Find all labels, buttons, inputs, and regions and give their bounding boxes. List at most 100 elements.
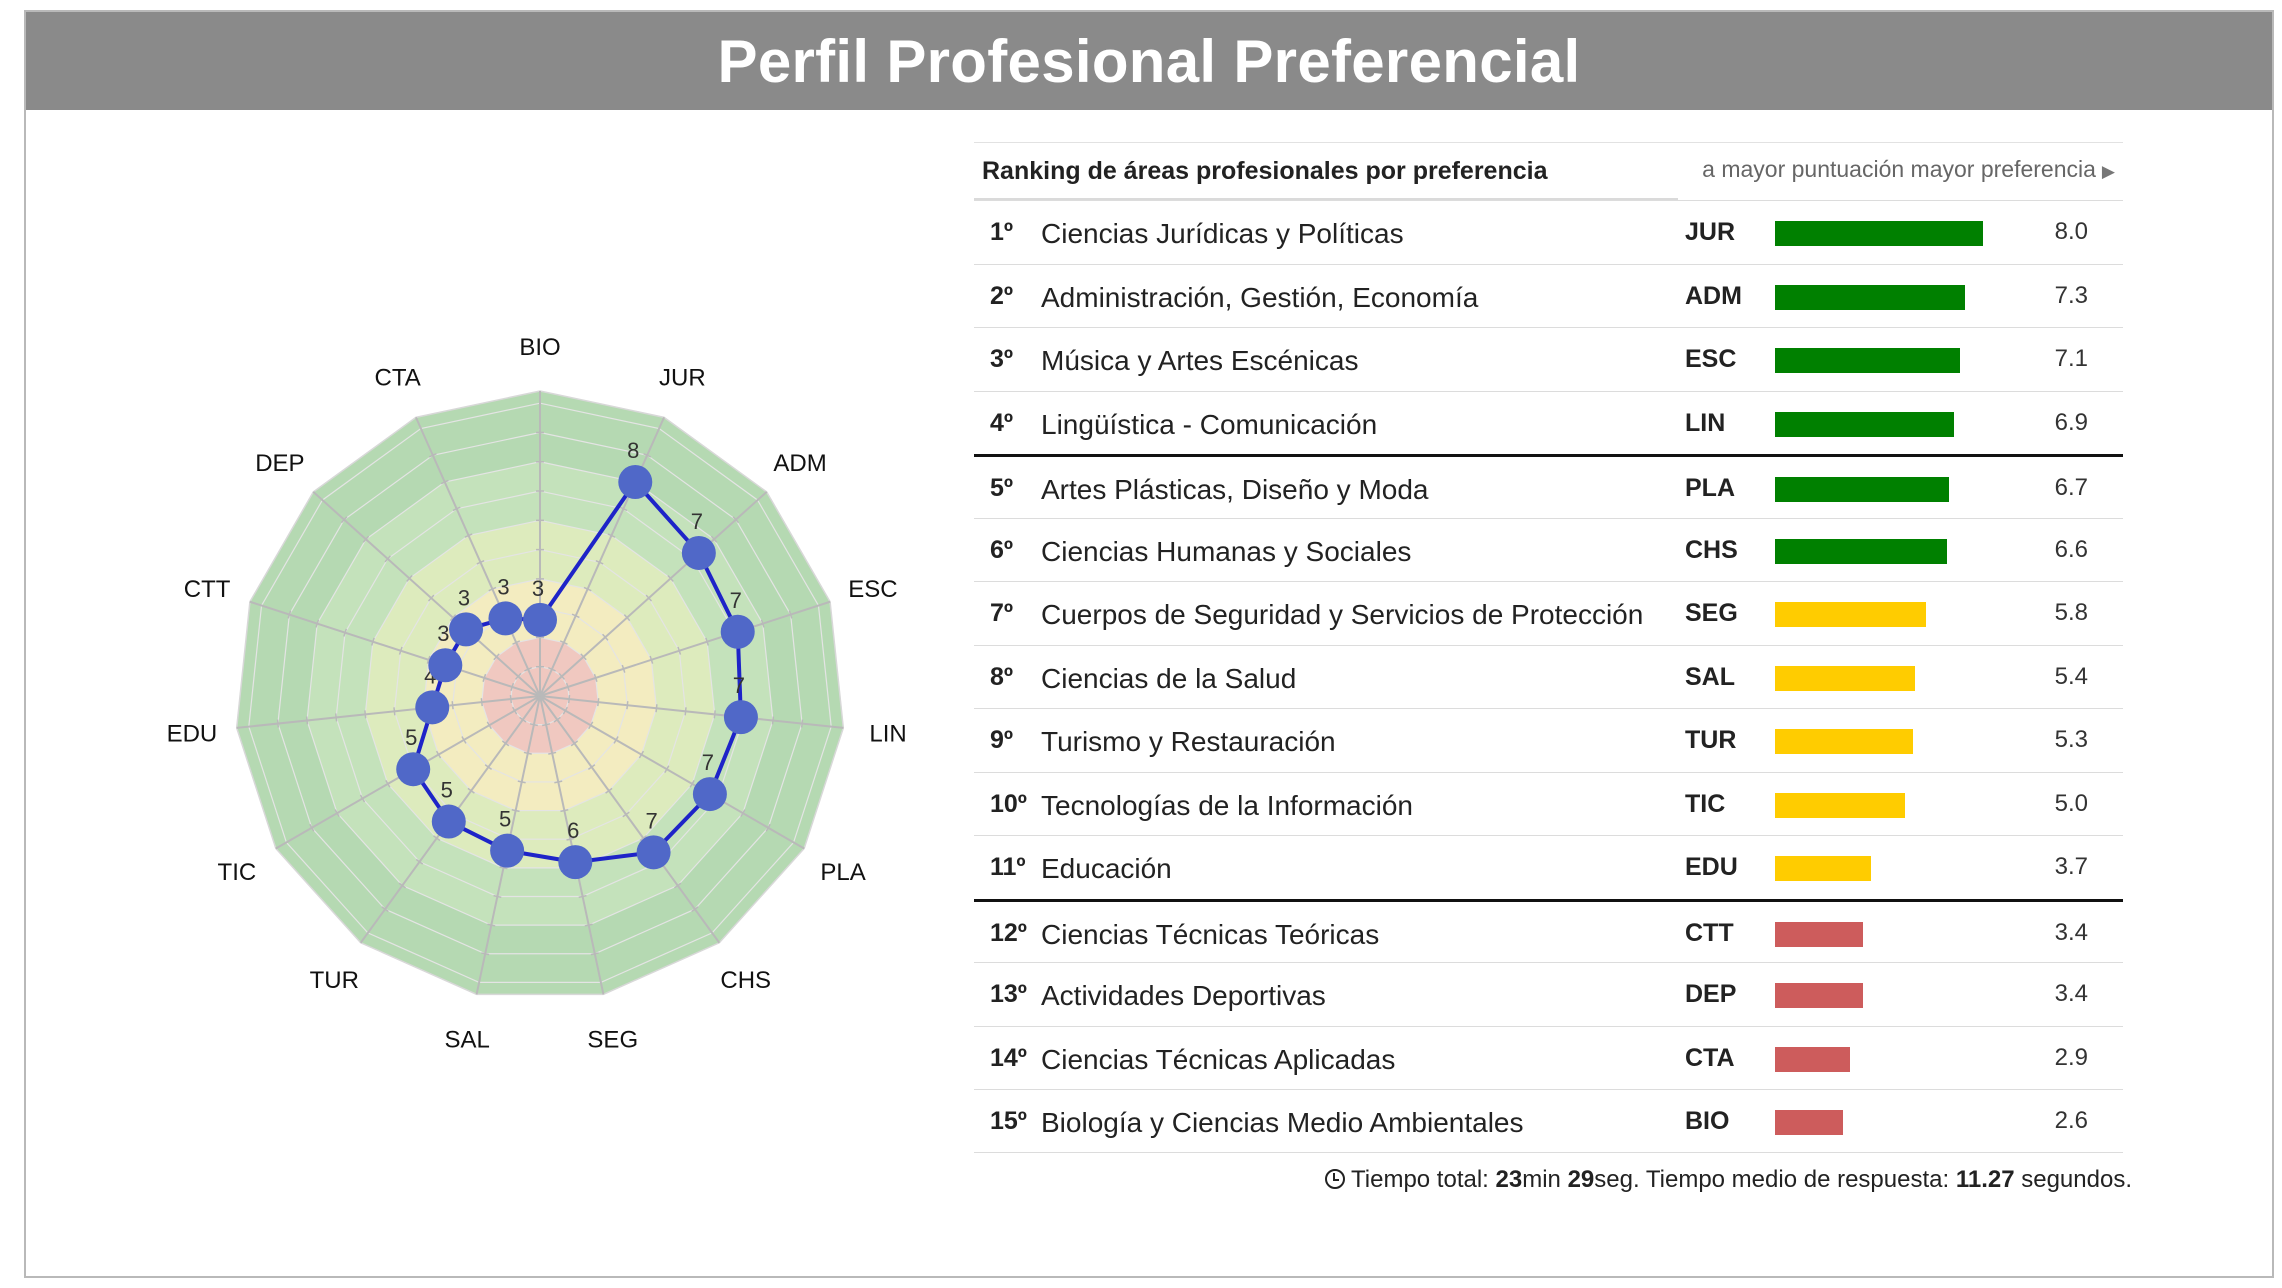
- radar-tick: [343, 628, 348, 637]
- radar-point: [636, 835, 671, 870]
- area-code: CTA: [1685, 1043, 1735, 1072]
- radar-tick: [705, 637, 710, 646]
- clock-icon: [1325, 1169, 1345, 1189]
- triangle-right-icon: ▶: [2101, 162, 2115, 181]
- ranking-table: Ranking de áreas profesionales por prefe…: [974, 142, 2123, 1153]
- ranking-row: 12º Ciencias Técnicas Teóricas CTT 3.4: [974, 898, 2123, 963]
- radar-point-label: 7: [733, 673, 745, 698]
- radar-axis-label: PLA: [820, 859, 865, 886]
- radar-tick: [484, 764, 493, 771]
- radar-point-label: 7: [645, 808, 657, 833]
- area-name: Ciencias Técnicas Teóricas: [1041, 918, 1380, 950]
- score-bar: [1775, 792, 1905, 818]
- radar-spoke: [236, 695, 541, 729]
- ranking-row: 15º Biología y Ciencias Medio Ambientales…: [974, 1089, 2123, 1153]
- radar-tick: [426, 655, 431, 664]
- score-bar: [1775, 348, 1960, 373]
- area-code: JUR: [1685, 218, 1736, 246]
- radar-tick: [655, 704, 658, 713]
- rank-position: 9º: [990, 726, 1014, 754]
- radar-spoke: [249, 600, 541, 697]
- radar-tick: [578, 894, 587, 899]
- radar-tick: [398, 882, 406, 889]
- radar-tick: [605, 787, 613, 794]
- radar-tick: [760, 619, 765, 628]
- rank-position: 11º: [990, 853, 1026, 881]
- radar-tick: [435, 750, 442, 759]
- radar-tick: [512, 640, 521, 645]
- radar-axis-label: DEP: [255, 450, 304, 477]
- radar-point: [692, 777, 727, 812]
- radar-grid-ring: [481, 636, 599, 754]
- ranking-row: 8º Ciencias de la Salud SAL 5.4: [974, 644, 2123, 709]
- radar-grid-ring: [422, 578, 658, 812]
- area-name: Tecnologías de la Información: [1041, 789, 1413, 821]
- radar-tick: [553, 716, 561, 723]
- radar-tick: [664, 765, 670, 774]
- area-code: DEP: [1685, 980, 1737, 1008]
- radar-tick: [565, 682, 570, 691]
- radar-tick: [626, 701, 629, 710]
- radar-tick: [570, 740, 579, 747]
- radar-spoke: [539, 695, 605, 995]
- area-name: Música y Artes Escénicas: [1041, 345, 1359, 376]
- area-name: Administración, Gestión, Economía: [1041, 281, 1479, 313]
- rank-position: 4º: [990, 408, 1014, 437]
- ranking-row: 13º Actividades Deportivas DEP 3.4: [974, 962, 2123, 1026]
- radar-tick: [406, 574, 413, 582]
- area-code: EDU: [1685, 853, 1738, 881]
- ranking-row: 2º Administración, Gestión, Economía ADM 7.…: [974, 263, 2123, 328]
- area-score: 2.6: [2054, 1107, 2088, 1134]
- radar-point: [431, 804, 466, 839]
- radar-tick: [427, 594, 435, 602]
- score-bar: [1775, 602, 1926, 627]
- radar-tick: [523, 751, 532, 755]
- radar-tick: [562, 706, 569, 715]
- radar-grid-ring: [277, 431, 803, 955]
- radar-tick: [428, 452, 437, 458]
- radar-point-label: 7: [730, 588, 742, 613]
- radar-tick: [529, 723, 538, 727]
- radar-tick: [461, 736, 467, 744]
- radar-tick: [449, 614, 457, 622]
- title-bar: Perfil Profesional Preferencial: [26, 12, 2272, 110]
- radar-tick: [548, 751, 557, 755]
- radar-tick: [452, 506, 461, 512]
- radar-spoke: [415, 416, 541, 697]
- radar-point: [681, 535, 716, 570]
- radar-tick: [381, 906, 389, 913]
- radar-point-label: 5: [499, 807, 511, 832]
- score-bar: [1775, 983, 1864, 1008]
- radar-tick: [623, 614, 631, 622]
- ranking-row: 4º Lingüística - Comunicación LIN 6.9: [974, 390, 2123, 455]
- radar-spoke: [539, 416, 665, 697]
- radar-tick: [674, 882, 682, 889]
- radar-grid-ring: [248, 402, 832, 984]
- radar-tick: [334, 713, 338, 722]
- area-name: Cuerpos de Seguridad y Servicios de Prot…: [1041, 599, 1644, 630]
- radar-point: [490, 833, 525, 868]
- area-score: 5.4: [2054, 662, 2088, 690]
- seconds-unit: seg.: [1594, 1166, 1640, 1193]
- rank-position: 14º: [990, 1043, 1027, 1072]
- radar-point-label: 3: [497, 574, 509, 599]
- score-bar: [1775, 665, 1916, 691]
- area-name: Educación: [1041, 853, 1172, 884]
- total-minutes: 23: [1495, 1166, 1523, 1193]
- radar-chart: BIO JUR ADM ESC LIN PLA CHS SEG SAL TUR TIC EDU CTT D…: [167, 334, 907, 1053]
- radar-axis-label: LIN: [869, 721, 906, 748]
- radar-tick: [511, 808, 520, 813]
- radar-tick: [393, 707, 396, 716]
- radar-spoke: [539, 695, 844, 729]
- radar-tick: [566, 837, 575, 841]
- radar-point-label: 3: [532, 576, 544, 601]
- radar-tick: [771, 716, 775, 725]
- radar-grid-ring: [393, 548, 687, 840]
- radar-tick: [315, 619, 320, 628]
- radar-point: [415, 690, 450, 725]
- radar-tick: [519, 716, 527, 723]
- radar-tick: [509, 695, 513, 704]
- radar-point: [618, 465, 653, 500]
- radar-tick: [602, 633, 609, 641]
- radar-spoke: [539, 695, 805, 850]
